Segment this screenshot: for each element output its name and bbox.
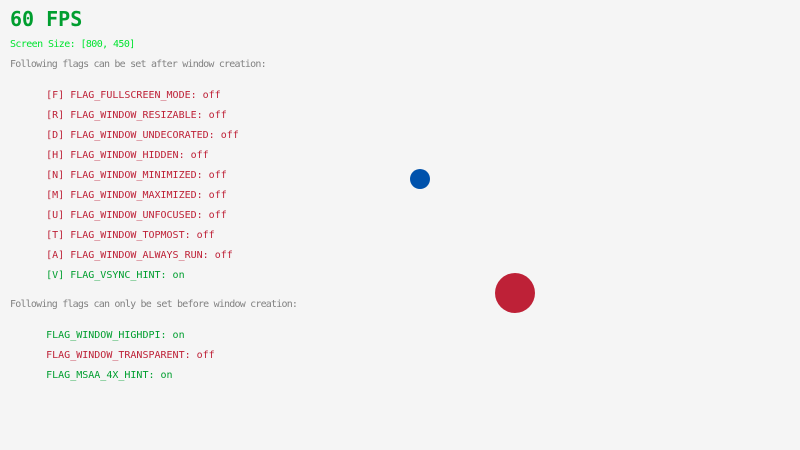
flag-label: [T] FLAG_WINDOW_TOPMOST: [46,230,191,241]
screen-size-label: Screen Size: [800, 450] [10,39,135,50]
flag-state: off [208,190,227,201]
section-heading: Following flags can be set after window … [10,59,267,70]
flag-label: [R] FLAG_WINDOW_RESIZABLE: [46,110,203,121]
flag-state: off [208,210,227,221]
flag-state: on [172,330,185,341]
flag-row-window-minimized: [N] FLAG_WINDOW_MINIMIZED: off [10,159,266,181]
flag-label: [F] FLAG_FULLSCREEN_MODE: [46,90,197,101]
flag-row-window-always-run: [A] FLAG_WINDOW_ALWAYS_RUN: off [10,239,266,261]
bouncing-ball [410,169,430,189]
flag-row-window-transparent: FLAG_WINDOW_TRANSPARENT: off [10,339,297,361]
flag-state: on [172,270,185,281]
flag-state: off [196,230,215,241]
flag-label: [H] FLAG_WINDOW_HIDDEN: [46,150,185,161]
flag-state: off [202,90,221,101]
flag-label: [U] FLAG_WINDOW_UNFOCUSED: [46,210,203,221]
flag-state: off [214,250,233,261]
flag-state: on [160,370,173,381]
red-circle [495,273,535,313]
flag-row-window-highdpi: FLAG_WINDOW_HIGHDPI: on [10,319,297,341]
flags-after-creation-section: Following flags can be set after window … [10,59,267,281]
flag-label: FLAG_MSAA_4X_HINT: [46,370,155,381]
flag-row-fullscreen-mode: [F] FLAG_FULLSCREEN_MODE: off [10,79,266,101]
flag-label: FLAG_WINDOW_HIGHDPI: [46,330,167,341]
flag-label: [A] FLAG_WINDOW_ALWAYS_RUN: [46,250,209,261]
flag-label: [V] FLAG_VSYNC_HINT: [46,270,167,281]
flag-label: [D] FLAG_WINDOW_UNDECORATED: [46,130,215,141]
flag-row-window-hidden: [H] FLAG_WINDOW_HIDDEN: off [10,139,266,161]
flag-state: off [196,350,215,361]
section-heading: Following flags can only be set before w… [10,299,298,310]
fps-counter: 60 FPS [10,7,83,31]
flag-label: [M] FLAG_WINDOW_MAXIMIZED: [46,190,203,201]
flag-state: off [208,110,227,121]
flag-row-msaa-4x-hint: FLAG_MSAA_4X_HINT: on [10,359,297,381]
flag-row-window-maximized: [M] FLAG_WINDOW_MAXIMIZED: off [10,179,266,201]
flag-row-window-topmost: [T] FLAG_WINDOW_TOPMOST: off [10,219,266,241]
flag-label: FLAG_WINDOW_TRANSPARENT: [46,350,191,361]
flag-row-window-undecorated: [D] FLAG_WINDOW_UNDECORATED: off [10,119,266,141]
flag-row-window-unfocused: [U] FLAG_WINDOW_UNFOCUSED: off [10,199,266,221]
flag-state: off [220,130,239,141]
flag-row-window-resizable: [R] FLAG_WINDOW_RESIZABLE: off [10,99,266,121]
flag-state: off [208,170,227,181]
flag-label: [N] FLAG_WINDOW_MINIMIZED: [46,170,203,181]
flag-row-vsync-hint: [V] FLAG_VSYNC_HINT: on [10,259,266,281]
flag-state: off [190,150,209,161]
flags-before-creation-section: Following flags can only be set before w… [10,299,298,381]
